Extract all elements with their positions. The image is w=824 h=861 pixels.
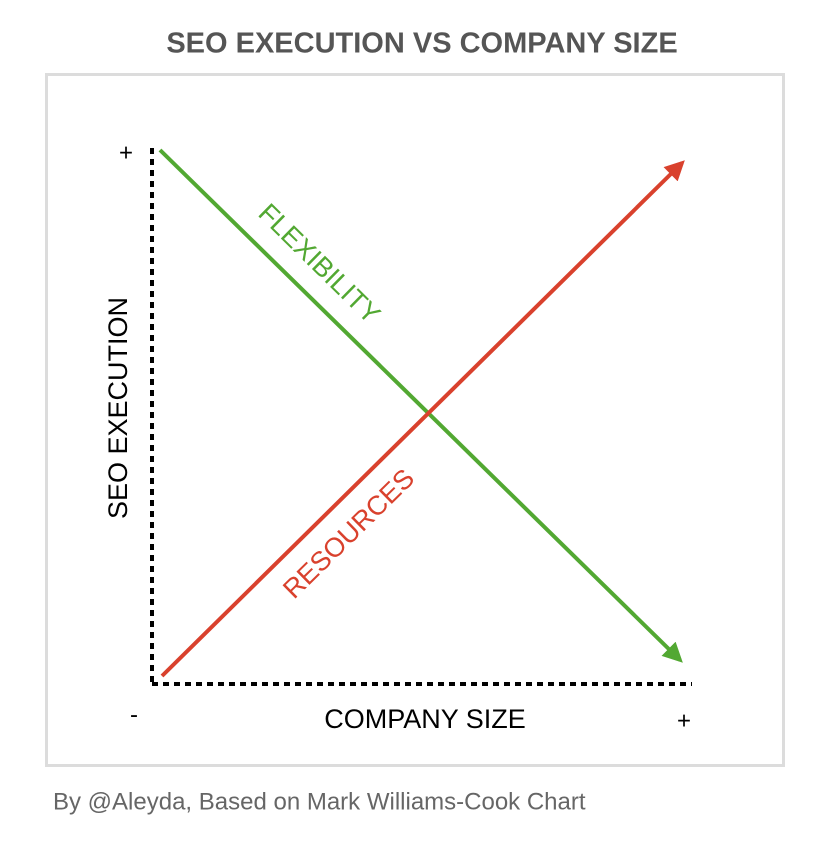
- x-low: -: [130, 701, 138, 728]
- y-high: +: [119, 139, 133, 166]
- x-axis-label: COMPANY SIZE: [324, 704, 526, 734]
- credit: By @Aleyda, Based on Mark Williams-Cook …: [53, 788, 586, 815]
- resources-line: [160, 160, 685, 678]
- y-axis-label: SEO EXECUTION: [103, 297, 133, 519]
- x-high: +: [677, 707, 691, 734]
- flexibility-line: [158, 148, 683, 663]
- resources-label: RESOURCES: [277, 463, 420, 604]
- title: SEO EXECUTION VS COMPANY SIZE: [166, 28, 677, 60]
- frame: [45, 73, 785, 767]
- flexibility-label: FLEXIBILITY: [253, 198, 386, 330]
